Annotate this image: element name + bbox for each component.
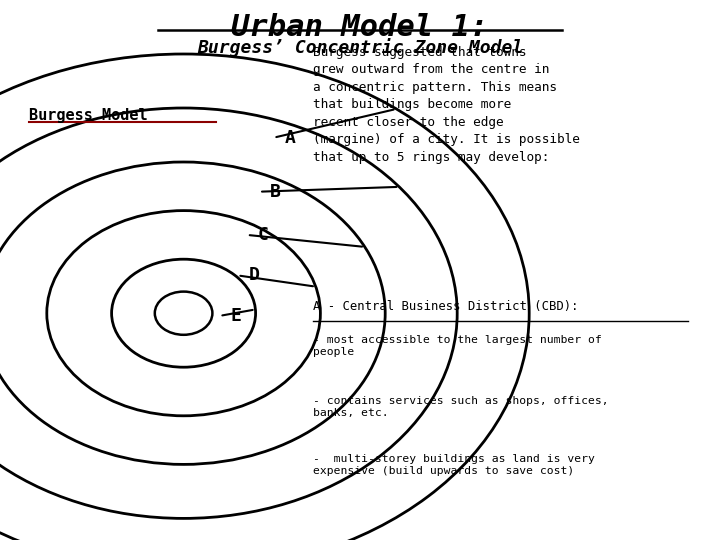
Text: E: E — [230, 307, 241, 325]
Text: Burgess Model: Burgess Model — [29, 108, 148, 123]
Text: A - Central Business District (CBD):: A - Central Business District (CBD): — [313, 300, 579, 313]
Text: D: D — [248, 266, 259, 285]
Text: B: B — [270, 183, 281, 201]
Text: - contains services such as shops, offices,
banks, etc.: - contains services such as shops, offic… — [313, 396, 609, 418]
Text: A: A — [284, 129, 295, 147]
Text: Urban Model 1:: Urban Model 1: — [231, 14, 489, 43]
Text: Burgess suggested that towns
grew outward from the centre in
a concentric patter: Burgess suggested that towns grew outwar… — [313, 46, 580, 164]
Text: Burgess’ Concentric Zone Model: Burgess’ Concentric Zone Model — [197, 38, 523, 57]
Text: - most accessible to the largest number of
people: - most accessible to the largest number … — [313, 335, 602, 357]
Text: C: C — [258, 226, 269, 244]
Text: -  multi-storey buildings as land is very
expensive (build upwards to save cost): - multi-storey buildings as land is very… — [313, 454, 595, 476]
